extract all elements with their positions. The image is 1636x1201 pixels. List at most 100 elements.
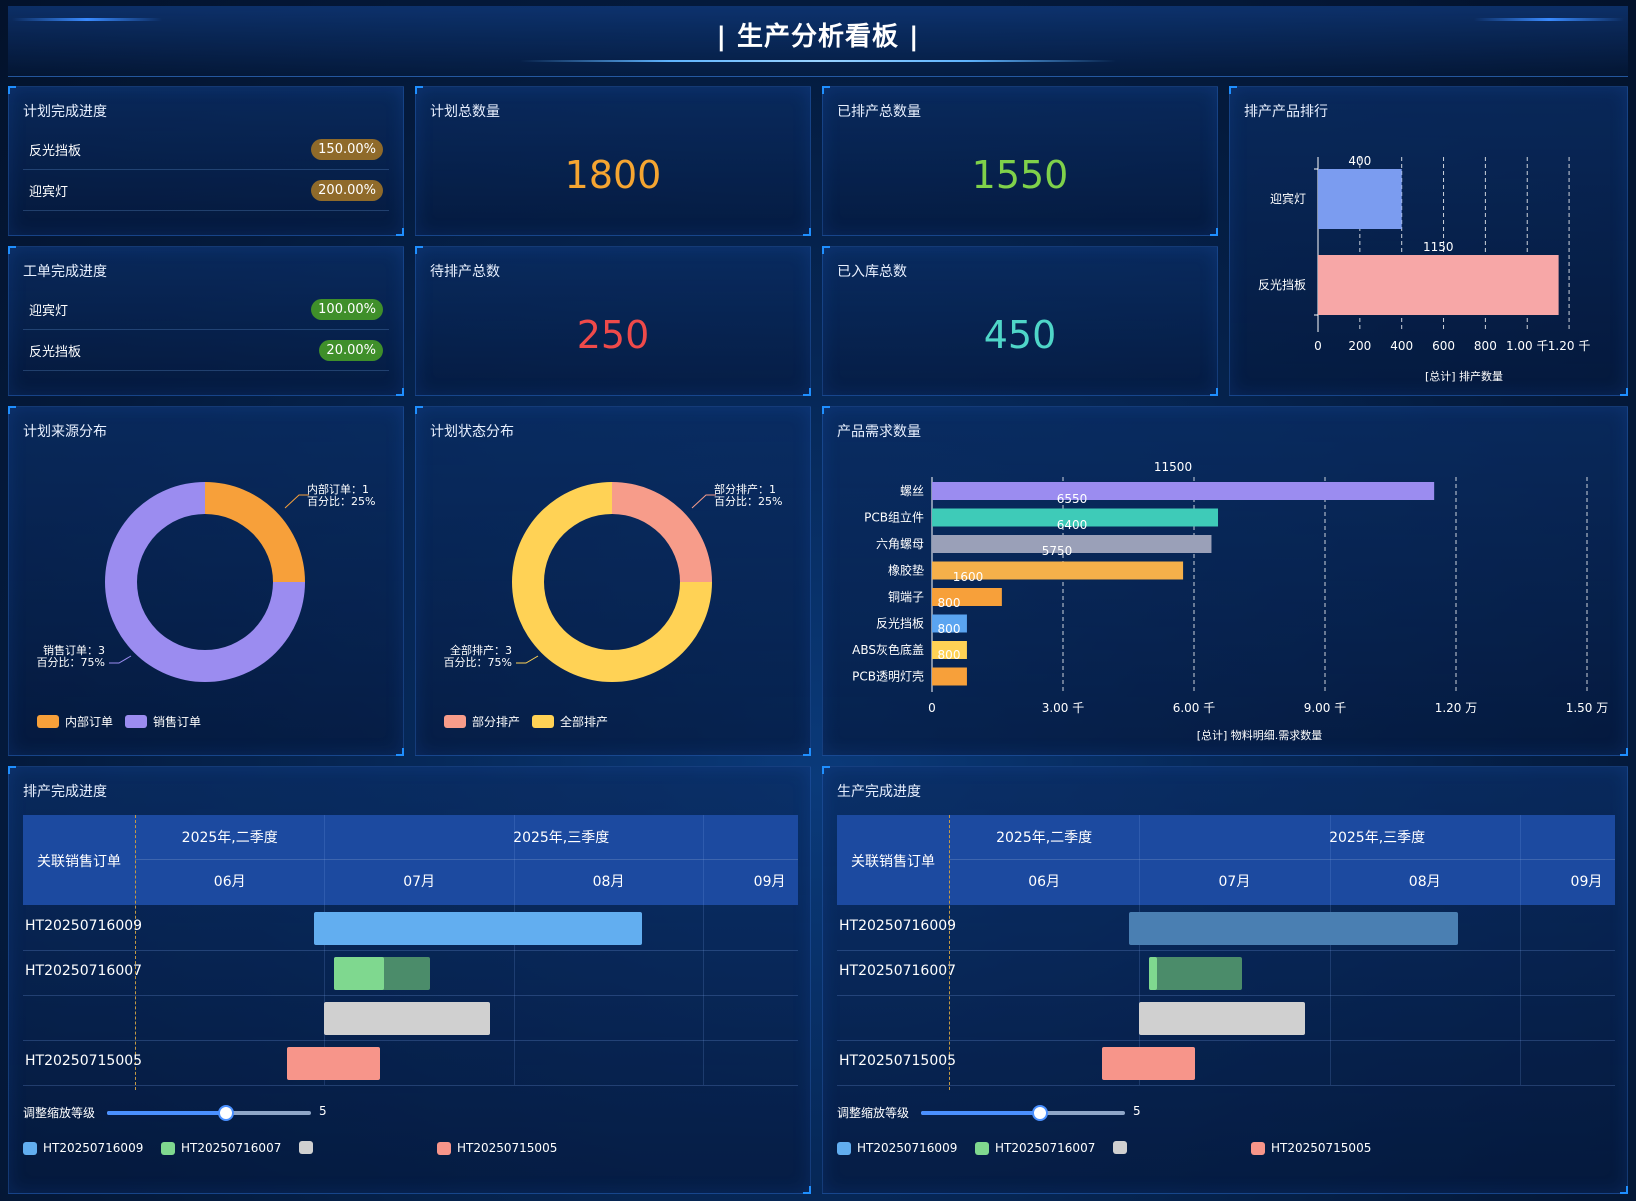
gantt-quarter-label: 2025年,三季度 [513, 830, 610, 846]
x-tick-label: 1.00 千 [1506, 339, 1549, 353]
annotation-text: 百分比：25% [307, 495, 375, 508]
source-dist-panel: 计划来源分布 内部订单：1 百分比：25% 销售订单：3 百分比：75% 内部订单 销… [8, 406, 404, 756]
gantt-quarter-label: 2025年,三季度 [1329, 830, 1426, 846]
gantt-header [837, 815, 1615, 905]
gantt-bar[interactable] [1148, 957, 1243, 990]
annotation-text: 内部订单：1 [307, 482, 369, 496]
zoom-slider-knob[interactable] [1032, 1105, 1049, 1121]
legend-label: 内部订单 [65, 715, 114, 729]
panel-title: 已排产总数量 [837, 104, 921, 120]
page-title: | 生产分析看板 | [716, 22, 920, 52]
gantt-row-label: HT20250716009 [25, 918, 143, 934]
progress-badge: 150.00% [311, 139, 383, 160]
y-category-label: 六角螺母 [876, 537, 924, 551]
gantt-legend-item[interactable]: HT20250715005 [1251, 1141, 1371, 1155]
progress-label: 迎宾灯 [29, 304, 69, 319]
gantt-row-divider [23, 995, 798, 996]
zoom-slider-value: 5 [1133, 1104, 1141, 1118]
gantt-legend-item[interactable] [299, 1141, 319, 1154]
gantt-legend-item[interactable]: HT20250715005 [437, 1141, 557, 1155]
annotation-text: 百分比：75% [37, 656, 105, 669]
y-category-label: 橡胶垫 [888, 563, 924, 578]
donut-slice [612, 482, 712, 582]
header-bar [8, 6, 1628, 77]
panel-title: 生产完成进度 [837, 784, 921, 800]
gantt-legend-item[interactable] [1113, 1141, 1133, 1154]
scheduled-total-panel: 已排产总数量 1550 [822, 86, 1218, 236]
gantt-bar-progress[interactable] [333, 957, 384, 990]
gantt-row-label: HT20250716007 [25, 963, 143, 979]
x-tick-label: 1.20 千 [1548, 339, 1591, 353]
gantt-legend-item[interactable]: HT20250716009 [23, 1141, 143, 1155]
zoom-slider-label: 调整缩放等级 [837, 1106, 910, 1120]
gantt-month-label: 09月 [1570, 874, 1603, 890]
bar-value-label: 6550 [1057, 492, 1088, 506]
annotation-leader [691, 494, 716, 509]
status-dist-panel: 计划状态分布 部分排产：1 百分比：25% 全部排产：3 百分比：75% 部分排产 全… [415, 406, 811, 756]
gantt-grid-line [703, 815, 705, 1085]
legend-swatch [161, 1141, 175, 1155]
annotation-leader [109, 655, 132, 664]
legend-item[interactable]: 全部排产 [532, 713, 608, 730]
bar [932, 535, 1212, 553]
gantt-legend-item[interactable]: HT20250716007 [161, 1141, 281, 1155]
schedule-gantt-chart: 2025年,二季度 2025年,三季度 06月 07月 08月 09月 关联销售订单 HT20… [9, 767, 812, 1195]
legend-swatch [1251, 1141, 1265, 1155]
gantt-bar[interactable] [1128, 912, 1459, 945]
legend-label: HT20250715005 [457, 1141, 558, 1155]
gantt-bar-progress[interactable] [1148, 957, 1157, 990]
gantt-month-label: 08月 [1408, 874, 1441, 890]
gantt-bar[interactable] [287, 1047, 381, 1080]
x-tick-label: 3.00 千 [1042, 701, 1085, 715]
legend-item[interactable]: 销售订单 [125, 713, 201, 730]
gantt-grid-line [1519, 815, 1521, 1085]
pending-total-value: 250 [576, 313, 650, 357]
panel-title: 工单完成进度 [23, 264, 107, 280]
legend-swatch [437, 1141, 451, 1155]
legend-item[interactable]: 部分排产 [444, 713, 520, 730]
gantt-month-label: 08月 [592, 874, 625, 890]
bar [932, 614, 967, 633]
annotation-text: 部分排产：1 [714, 482, 776, 496]
stocked-total-value: 450 [983, 313, 1057, 357]
y-category-label: 反光挡板 [876, 617, 924, 631]
gantt-bar[interactable] [1138, 1002, 1306, 1035]
bar [932, 641, 967, 659]
gantt-legend-item[interactable]: HT20250716009 [837, 1141, 957, 1155]
bar-value-label: 6400 [1057, 518, 1088, 532]
legend-item[interactable]: 内部订单 [37, 713, 113, 730]
demand-bar-chart: 0 3.00 千 6.00 千 9.00 千 1.20 万 1.50 万 螺丝 PCB组立件六… [852, 460, 1608, 742]
gantt-month-label: 06月 [213, 874, 246, 890]
bar [932, 588, 1002, 606]
legend-swatch [532, 715, 554, 728]
gantt-month-label: 09月 [753, 874, 786, 890]
annotation-text: 销售订单：3 [43, 643, 105, 657]
x-tick-label: 400 [1390, 339, 1413, 353]
panel-title: 排产完成进度 [23, 784, 107, 800]
gantt-grid-line [1139, 815, 1141, 1085]
bar-value-label: 800 [938, 648, 961, 662]
x-tick-label: 200 [1348, 339, 1371, 353]
gantt-bar[interactable] [323, 1002, 490, 1035]
y-category-label: 迎宾灯 [1270, 191, 1306, 206]
annotation-text: 全部排产：3 [450, 643, 512, 657]
legend-swatch [444, 715, 466, 728]
bar-value-label: 5750 [1042, 544, 1073, 558]
bar [932, 561, 1184, 580]
progress-row: 反光挡板 20.00% [23, 330, 389, 371]
gantt-column-divider [135, 815, 136, 1090]
zoom-slider-knob[interactable] [218, 1105, 235, 1121]
gantt-legend-item[interactable]: HT20250716007 [975, 1141, 1095, 1155]
gantt-bar[interactable] [1102, 1047, 1196, 1080]
legend-label: HT20250716007 [181, 1141, 282, 1155]
progress-label: 反光挡板 [29, 144, 82, 159]
gantt-bar[interactable] [314, 912, 643, 945]
panel-title: 产品需求数量 [837, 424, 921, 440]
panel-title: 排产产品排行 [1244, 104, 1328, 120]
progress-badge: 20.00% [319, 340, 383, 361]
zoom-slider-value: 5 [319, 1104, 327, 1118]
legend-swatch [23, 1141, 37, 1155]
x-axis-label: [总计] 物料明细.需求数量 [1197, 728, 1323, 742]
header-decoration-left [12, 18, 162, 21]
